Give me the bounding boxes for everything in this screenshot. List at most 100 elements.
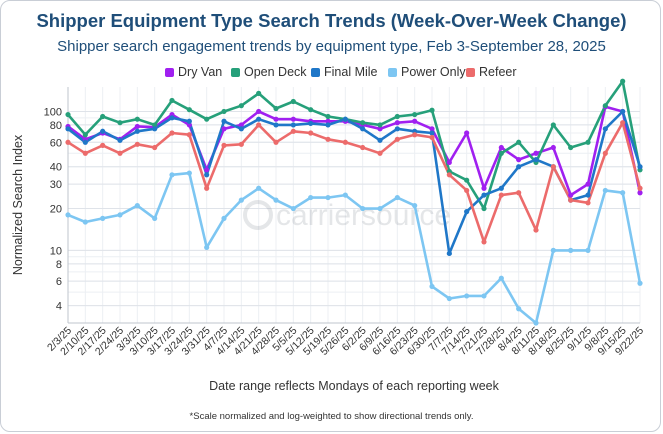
data-point xyxy=(238,141,244,147)
data-point xyxy=(342,139,348,145)
data-point xyxy=(446,172,452,178)
legend-swatch xyxy=(165,67,174,77)
data-point xyxy=(221,108,227,115)
data-point xyxy=(186,107,192,113)
data-point xyxy=(325,194,331,201)
series-line-open-deck xyxy=(66,80,642,210)
data-point xyxy=(186,170,192,176)
data-point xyxy=(238,197,244,203)
y-tick-label: 60 xyxy=(50,137,62,149)
data-point xyxy=(290,205,296,212)
data-point xyxy=(256,116,262,122)
data-point xyxy=(204,172,210,178)
data-point xyxy=(412,118,418,124)
data-point xyxy=(342,116,348,122)
data-point xyxy=(394,126,400,132)
data-point xyxy=(100,142,106,148)
data-point xyxy=(152,126,158,132)
chart-legend: Dry Van Open Deck Final Mile Power Only Refe… xyxy=(150,63,650,81)
data-point xyxy=(360,120,366,126)
data-point xyxy=(516,157,522,163)
data-point xyxy=(169,130,175,136)
data-point xyxy=(550,164,556,170)
data-point xyxy=(498,185,504,191)
data-point xyxy=(637,280,643,286)
legend-swatch xyxy=(466,67,475,77)
data-point xyxy=(290,128,296,134)
data-point xyxy=(308,107,314,113)
data-point xyxy=(65,126,71,132)
data-point xyxy=(325,136,331,142)
data-point xyxy=(568,192,574,198)
data-point xyxy=(481,185,487,191)
data-point xyxy=(169,97,175,104)
data-point xyxy=(186,122,192,128)
data-point xyxy=(620,120,626,126)
data-point xyxy=(117,120,123,126)
data-point xyxy=(533,320,539,326)
y-tick-label: 100 xyxy=(44,106,62,118)
chart-title: Shipper Equipment Type Search Trends (We… xyxy=(36,10,627,31)
data-point xyxy=(464,209,470,215)
data-point xyxy=(100,128,106,134)
data-point xyxy=(637,164,643,170)
legend-label: Refeer xyxy=(479,65,517,79)
data-point xyxy=(429,107,435,113)
data-point xyxy=(446,250,452,257)
data-point xyxy=(273,122,279,128)
y-tick-label: 40 xyxy=(50,162,62,174)
data-point xyxy=(342,192,348,198)
data-point xyxy=(550,247,556,253)
series-line-refeer xyxy=(66,121,642,244)
data-point xyxy=(65,111,71,118)
data-point xyxy=(498,275,504,281)
data-point xyxy=(256,90,262,96)
legend-swatch xyxy=(388,67,397,77)
data-point xyxy=(481,205,487,212)
data-point xyxy=(82,139,88,145)
data-point xyxy=(550,144,556,151)
data-point xyxy=(204,116,210,122)
data-point xyxy=(82,219,88,225)
legend-item[interactable]: Open Deck xyxy=(231,63,307,81)
y-tick-label: 80 xyxy=(50,120,62,132)
y-tick-label: 20 xyxy=(50,204,62,216)
data-point xyxy=(585,192,591,198)
legend-item[interactable]: Power Only xyxy=(388,63,466,81)
data-point xyxy=(429,283,435,290)
watermark-mark xyxy=(243,200,273,230)
legend-label: Open Deck xyxy=(244,65,307,79)
data-point xyxy=(186,118,192,124)
data-point xyxy=(516,139,522,145)
data-point xyxy=(65,212,71,218)
data-point xyxy=(100,113,106,120)
data-point xyxy=(204,244,210,251)
series-line-power-only xyxy=(66,171,642,325)
data-point xyxy=(204,167,210,173)
data-point xyxy=(377,126,383,132)
legend-item[interactable]: Dry Van xyxy=(165,63,222,81)
footnote: *Scale normalized and log-weighted to sh… xyxy=(189,411,474,422)
data-point xyxy=(273,139,279,145)
data-point xyxy=(100,215,106,221)
legend-label: Power Only xyxy=(401,65,466,79)
data-point xyxy=(412,132,418,138)
data-point xyxy=(533,157,539,163)
data-point xyxy=(602,103,608,109)
y-tick-label: 8 xyxy=(56,259,62,271)
legend-item[interactable]: Final Mile xyxy=(311,63,378,81)
data-point xyxy=(481,192,487,198)
chart-subtitle: Shipper search engagement trends by equi… xyxy=(57,38,606,55)
data-point xyxy=(602,126,608,132)
y-axis-title: Normalized Search Index xyxy=(11,134,25,275)
legend-item[interactable]: Refeer xyxy=(466,63,517,81)
data-point xyxy=(117,212,123,218)
data-point xyxy=(516,190,522,196)
data-point xyxy=(585,200,591,206)
legend-label: Final Mile xyxy=(324,65,378,79)
data-point xyxy=(325,118,331,124)
data-point xyxy=(429,134,435,141)
data-point xyxy=(221,215,227,221)
data-point xyxy=(412,203,418,209)
